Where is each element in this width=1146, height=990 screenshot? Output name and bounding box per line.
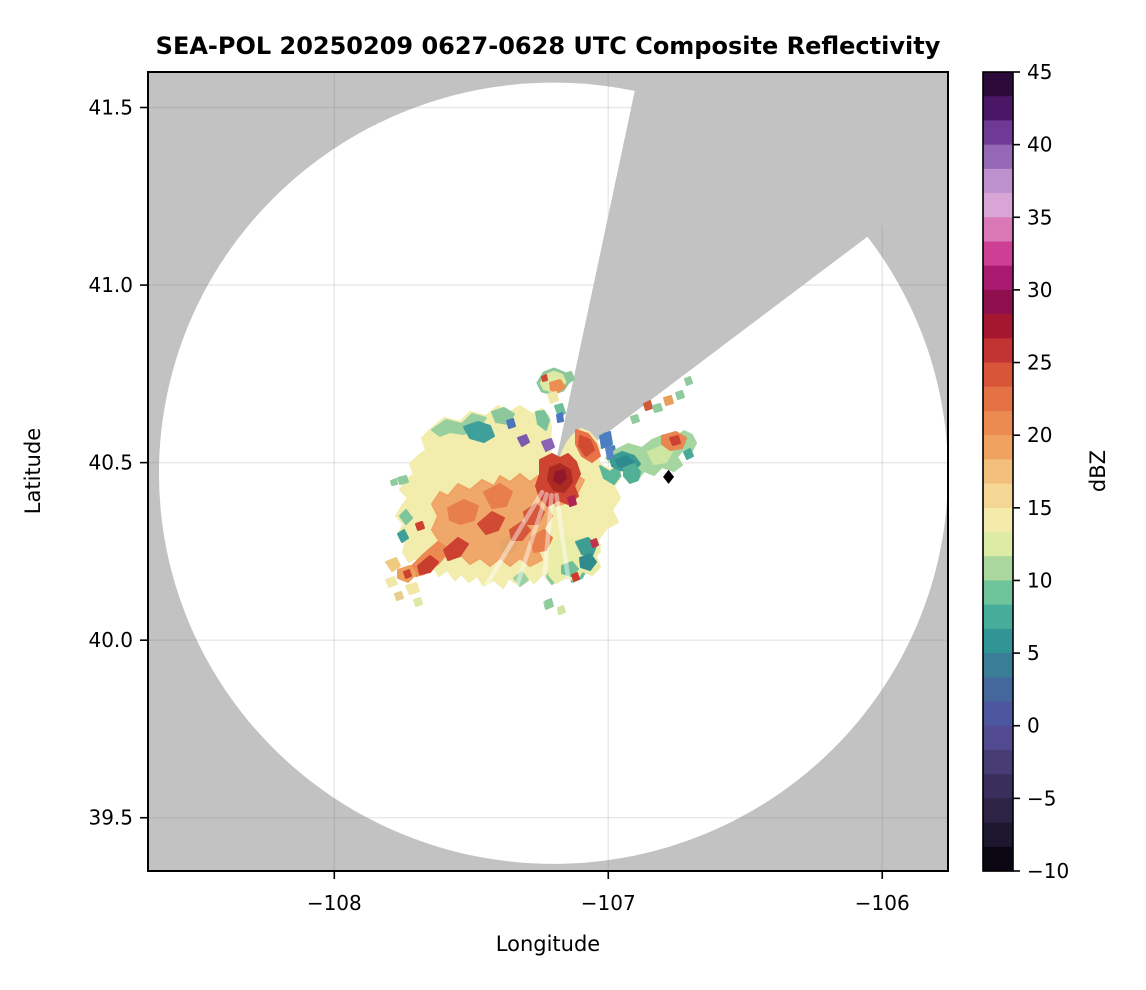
y-axis-label: Latitude bbox=[21, 428, 45, 514]
colorbar bbox=[983, 72, 1013, 872]
colorbar-tick-label: 30 bbox=[1027, 278, 1052, 302]
blocked-sector-wedge bbox=[553, 72, 948, 474]
y-tick-label: 41.0 bbox=[88, 273, 133, 297]
colorbar-label: dBZ bbox=[1086, 450, 1110, 492]
colorbar-tick-label: 5 bbox=[1027, 641, 1040, 665]
x-axis: −108 −107 −106 bbox=[307, 871, 910, 915]
colorbar-tick-label: 40 bbox=[1027, 133, 1052, 157]
colorbar-frame bbox=[982, 71, 1014, 872]
map-area bbox=[148, 72, 948, 871]
colorbar-tick-label: 0 bbox=[1027, 714, 1040, 738]
colorbar-tick-label: −5 bbox=[1027, 786, 1056, 810]
colorbar-tick-label: 45 bbox=[1027, 60, 1052, 84]
plot-frame bbox=[147, 71, 949, 872]
colorbar-tick-label: 25 bbox=[1027, 351, 1052, 375]
chart-title: SEA-POL 20250209 0627-0628 UTC Composite… bbox=[156, 32, 941, 60]
colorbar-tick-label: 15 bbox=[1027, 496, 1052, 520]
colorbar-tick-label: 35 bbox=[1027, 205, 1052, 229]
colorbar-tick-label: 20 bbox=[1027, 423, 1052, 447]
colorbar-tick-label: 10 bbox=[1027, 568, 1052, 592]
site-diamond-marker bbox=[663, 469, 675, 484]
y-axis: 41.5 41.0 40.5 40.0 39.5 bbox=[88, 96, 148, 830]
reflectivity-echoes bbox=[385, 367, 697, 615]
x-tick-label: −108 bbox=[307, 891, 362, 915]
y-tick-label: 41.5 bbox=[88, 96, 133, 120]
colorbar-tick-label: −10 bbox=[1027, 859, 1069, 883]
x-tick-label: −106 bbox=[855, 891, 910, 915]
colorbar-ticks: 45 40 35 30 25 20 15 10 5 0 −5 −10 bbox=[1013, 60, 1069, 883]
y-tick-label: 40.5 bbox=[88, 451, 133, 475]
x-axis-label: Longitude bbox=[496, 932, 600, 956]
y-tick-label: 40.0 bbox=[88, 628, 133, 652]
x-tick-label: −107 bbox=[581, 891, 636, 915]
y-tick-label: 39.5 bbox=[88, 806, 133, 830]
radial-clutter-gaps bbox=[479, 489, 576, 615]
